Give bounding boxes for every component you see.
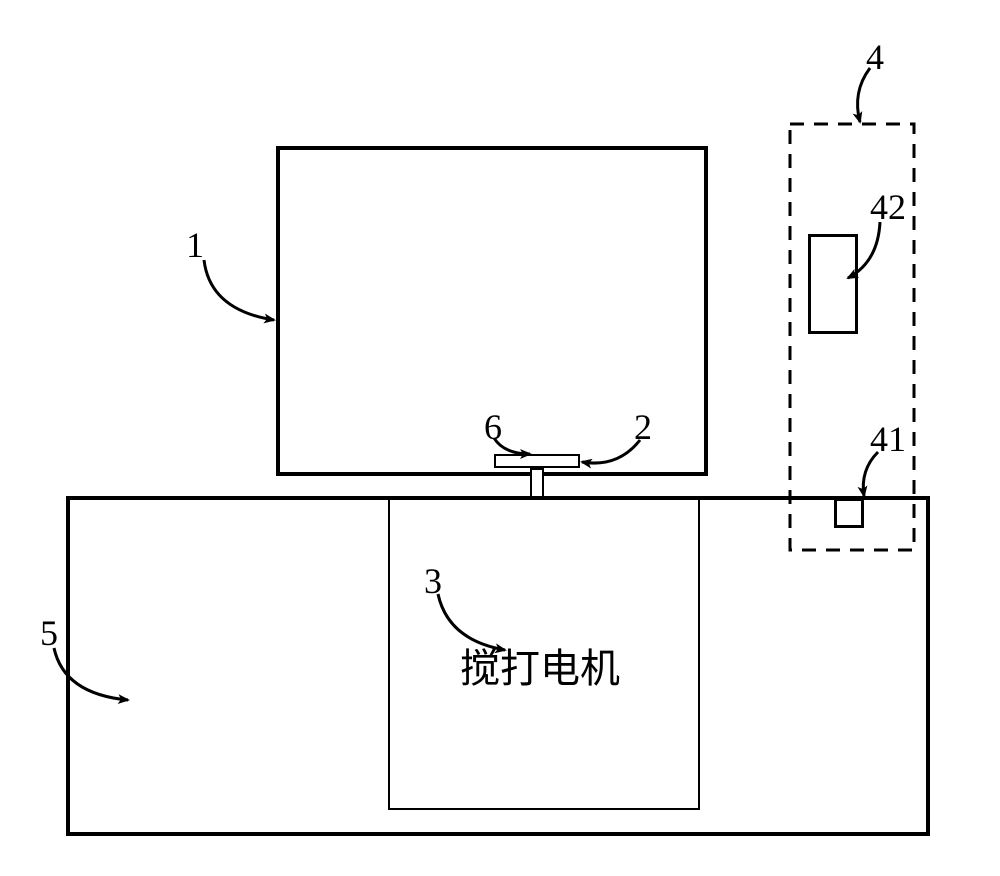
label-3: 3 bbox=[424, 560, 442, 602]
label-4: 4 bbox=[866, 36, 884, 78]
label-6: 6 bbox=[484, 406, 502, 448]
label-2: 2 bbox=[634, 406, 652, 448]
label-5: 5 bbox=[40, 612, 58, 654]
label-1: 1 bbox=[186, 224, 204, 266]
label-41: 41 bbox=[870, 418, 906, 460]
label-42: 42 bbox=[870, 186, 906, 228]
label-motor-text: 搅打电机 bbox=[460, 636, 620, 694]
diagram-root: 1 2 3 4 5 6 41 42 搅打电机 bbox=[0, 0, 1000, 876]
